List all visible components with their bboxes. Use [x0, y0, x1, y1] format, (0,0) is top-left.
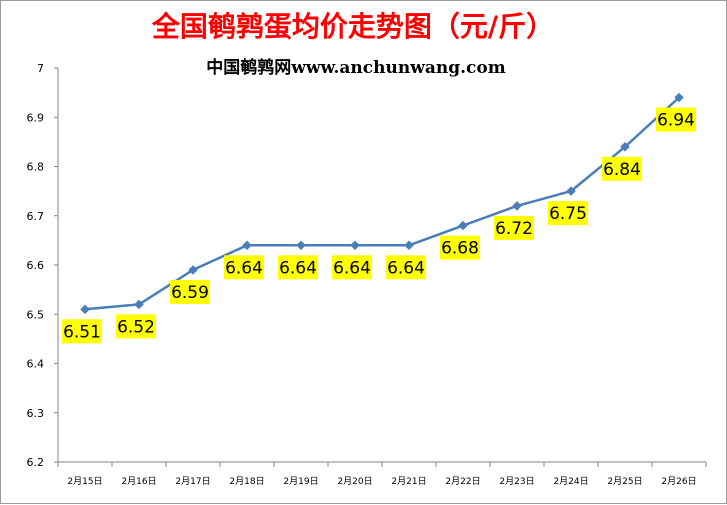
axes-group: 6.2 6.3 6.4 6.5 6.6 6.7 6.8 6.9 7 2月15日 2月16日 2月17日… — [27, 62, 707, 487]
x-tick-label: 2月16日 — [121, 476, 156, 487]
data-point-marker — [296, 240, 306, 251]
y-tick-label: 6.9 — [27, 111, 45, 124]
y-tick-label: 6.6 — [27, 259, 45, 272]
data-point-marker — [674, 92, 684, 103]
y-tick-label: 6.7 — [27, 210, 45, 223]
data-point-marker — [404, 240, 414, 251]
data-label-box — [548, 201, 588, 226]
x-tick-label: 2月20日 — [337, 476, 372, 487]
data-label-box — [602, 156, 642, 181]
x-tick-label: 2月23日 — [499, 476, 534, 487]
y-tick-label: 6.5 — [27, 308, 45, 321]
data-label: 6.75 — [549, 204, 587, 224]
data-label: 6.52 — [117, 317, 155, 337]
data-label-box — [278, 255, 318, 280]
data-point-marker — [512, 201, 522, 211]
data-point-marker — [350, 240, 360, 251]
data-point-marker — [80, 304, 90, 315]
data-label-box — [170, 279, 210, 304]
data-label: 6.94 — [657, 111, 695, 131]
data-label: 6.64 — [279, 258, 317, 278]
data-label: 6.64 — [333, 258, 371, 278]
data-label: 6.64 — [225, 258, 263, 278]
data-label-group: 6.51 6.52 6.59 6.64 6.64 6.64 6.64 6.68 6.72 6.75… — [62, 107, 696, 344]
y-tick-label: 7 — [37, 62, 44, 75]
chart-subtitle: 中国鹌鹑网www.anchunwang.com — [206, 57, 505, 78]
data-label: 6.68 — [441, 239, 479, 259]
data-point-marker — [620, 141, 630, 152]
x-tick-label: 2月18日 — [229, 476, 264, 487]
x-tick-label: 2月21日 — [391, 476, 426, 487]
chart-title: 全国鹌鹑蛋均价走势图（元/斤） — [151, 10, 554, 43]
data-point-marker — [188, 265, 198, 275]
x-tick-label: 2月26日 — [661, 476, 696, 487]
data-label-box — [656, 107, 696, 132]
data-point-marker — [134, 299, 144, 310]
data-point-marker — [458, 220, 468, 231]
data-label-box — [494, 215, 534, 240]
data-point-marker — [566, 186, 576, 196]
y-tick-label: 6.8 — [27, 161, 45, 174]
data-label-box — [386, 255, 426, 280]
data-label: 6.72 — [495, 219, 533, 239]
x-tick-label: 2月15日 — [67, 476, 102, 487]
y-tick-label: 6.3 — [27, 407, 45, 420]
series-line — [84, 96, 680, 311]
x-tick-label: 2月25日 — [607, 476, 642, 487]
series-group — [80, 92, 684, 315]
data-label-box — [224, 255, 264, 280]
x-tick-label: 2月22日 — [445, 476, 480, 487]
x-tick-label: 2月19日 — [283, 476, 318, 487]
data-label-box — [332, 255, 372, 280]
data-label: 6.59 — [171, 283, 209, 303]
data-label: 6.51 — [63, 322, 101, 342]
data-point-marker — [242, 240, 252, 251]
data-label: 6.64 — [387, 258, 425, 278]
data-label: 6.84 — [603, 160, 641, 180]
data-label-box — [440, 235, 480, 260]
data-label-box — [116, 314, 156, 339]
y-tick-label: 6.4 — [27, 358, 45, 371]
x-tick-label: 2月24日 — [553, 476, 588, 487]
x-tick-label: 2月17日 — [175, 476, 210, 487]
y-tick-label: 6.2 — [27, 456, 45, 469]
data-label-box — [62, 319, 102, 344]
